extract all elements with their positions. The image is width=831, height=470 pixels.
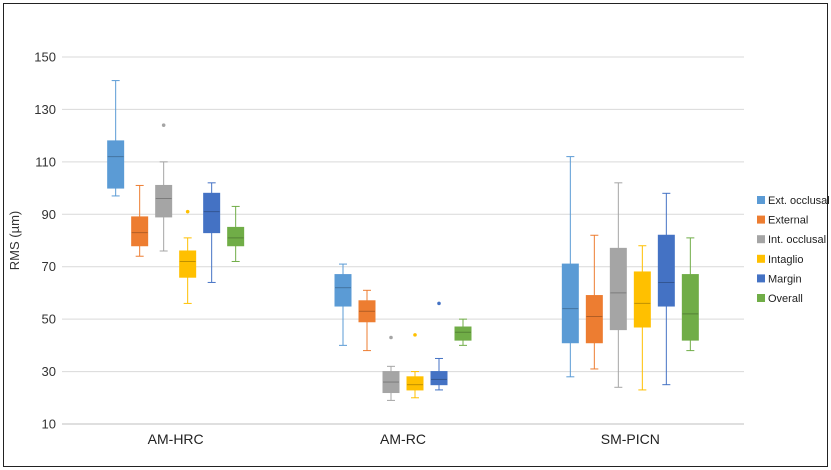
box-iqr: [107, 140, 125, 189]
legend-swatch: [757, 254, 765, 263]
outlier-point: [389, 335, 393, 340]
box-intaglio: [406, 333, 424, 399]
box-margin: [203, 182, 221, 283]
legend-label: Margin: [768, 273, 802, 285]
legend-swatch: [757, 274, 765, 283]
box-iqr: [227, 226, 245, 247]
box-series: [107, 80, 699, 401]
box-overall: [227, 205, 245, 262]
y-tick-label: 110: [35, 154, 56, 169]
y-tick-label: 30: [42, 364, 56, 379]
grid-lines: [62, 56, 744, 425]
y-tick-label: 90: [42, 207, 56, 222]
legend-label: Overall: [768, 293, 803, 305]
y-axis-label: RMS (µm): [7, 211, 22, 270]
y-tick-label: 150: [34, 50, 56, 65]
legend: Ext. occlusal External Int. occlusal Intagl…: [757, 195, 830, 305]
box-iqr: [454, 326, 472, 341]
legend-swatch: [757, 294, 765, 302]
box-iqr: [179, 250, 197, 278]
box-iqr: [561, 263, 579, 344]
box-external: [131, 184, 149, 257]
box-external: [585, 234, 603, 370]
outlier-point: [437, 301, 441, 306]
box-iqr: [609, 247, 627, 331]
box-iqr: [131, 216, 149, 247]
box-iqr: [657, 234, 675, 307]
x-category-label: AM-HRC: [148, 431, 204, 447]
box-intaglio: [633, 245, 651, 391]
box-iqr: [334, 274, 352, 307]
x-axis: AM-HRC AM-RC SM-PICN: [148, 431, 660, 447]
box-int-occlusal: [155, 123, 173, 252]
box-overall: [454, 318, 472, 346]
y-tick-label: 50: [42, 312, 56, 327]
box-overall: [681, 237, 699, 352]
box-iqr: [585, 295, 603, 344]
box-iqr: [203, 192, 221, 234]
box-iqr: [430, 371, 448, 386]
box-int-occlusal: [609, 182, 627, 388]
legend-label: Intaglio: [768, 254, 803, 266]
box-iqr: [406, 376, 424, 391]
outlier-point: [161, 123, 166, 127]
box-margin: [430, 301, 448, 391]
box-margin: [657, 192, 675, 386]
box-ext-occlusal: [107, 80, 125, 197]
legend-label: Ext. occlusal: [768, 195, 830, 207]
box-iqr: [155, 184, 173, 218]
box-int-occlusal: [382, 335, 400, 401]
x-category-label: AM-RC: [380, 431, 426, 447]
y-tick-label: 10: [42, 417, 56, 432]
y-tick-label: 130: [34, 102, 56, 117]
box-iqr: [633, 271, 651, 328]
box-ext-occlusal: [561, 156, 579, 378]
outlier-point: [185, 209, 190, 214]
y-axis: 10 30 50 70 90 110 130 150: [34, 50, 56, 432]
legend-swatch: [757, 215, 765, 224]
box-intaglio: [179, 209, 197, 304]
legend-label: External: [768, 215, 808, 227]
y-tick-label: 70: [42, 259, 56, 274]
outlier-point: [413, 333, 417, 337]
box-external: [358, 289, 376, 352]
legend-label: Int. occlusal: [768, 234, 826, 246]
box-iqr: [681, 274, 699, 341]
x-category-label: SM-PICN: [601, 431, 660, 447]
legend-swatch: [757, 196, 765, 204]
legend-swatch: [757, 235, 765, 244]
box-ext-occlusal: [334, 263, 352, 346]
